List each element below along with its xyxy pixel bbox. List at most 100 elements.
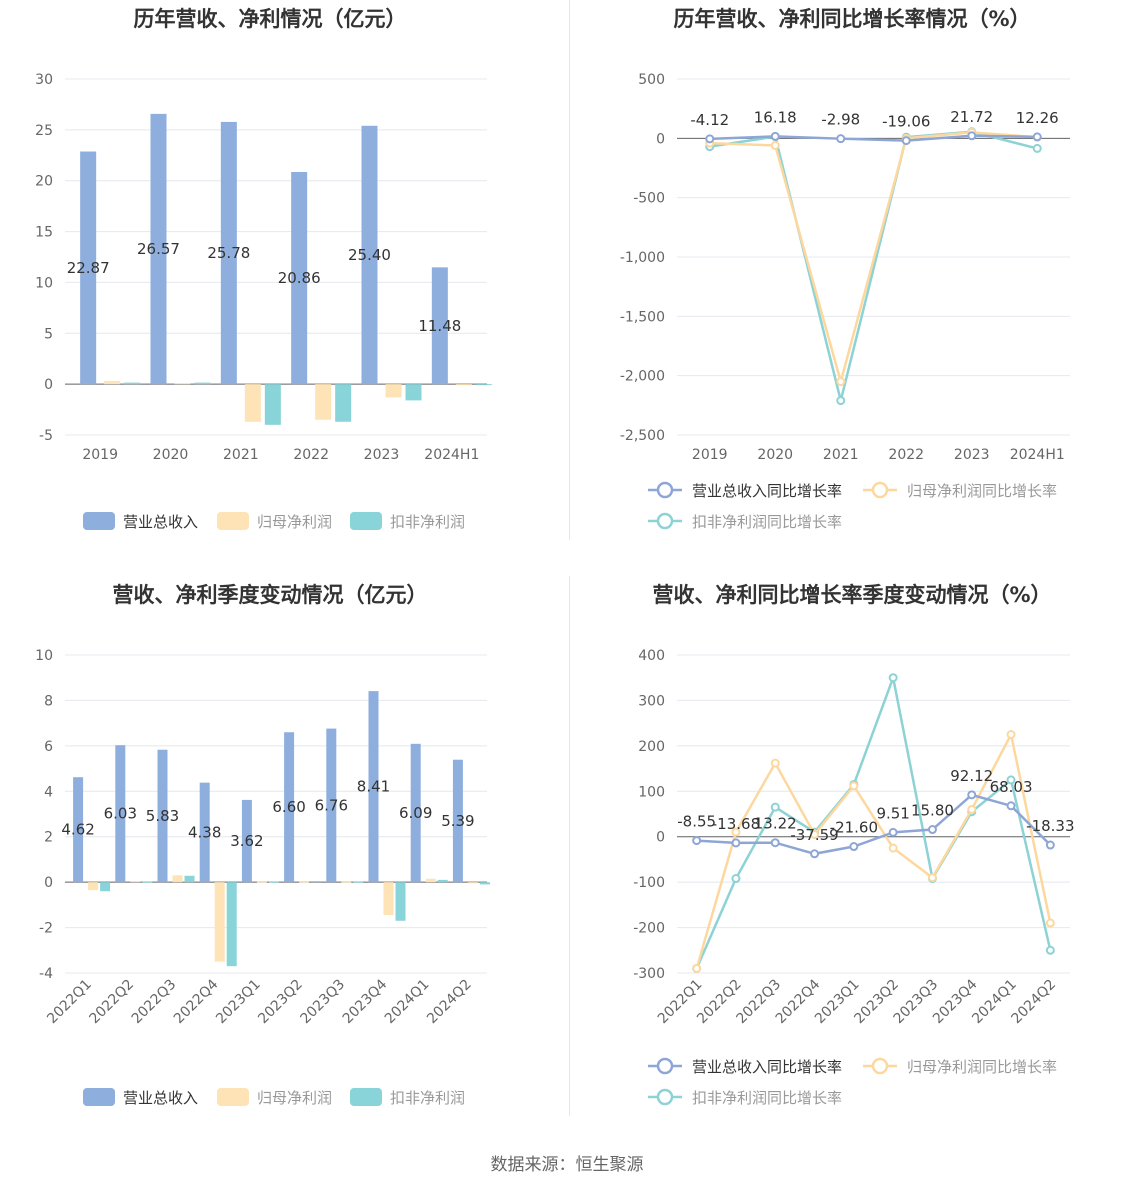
data-label: 15.80	[911, 802, 954, 820]
data-point	[888, 673, 898, 683]
chart-svg-1: 历年营收、净利情况（亿元） 30 25 20 15 10 5 0 -5 2019 2020 2021 2…	[35, 7, 492, 531]
bar	[124, 382, 141, 385]
chart-svg-3: 营收、净利季度变动情况（亿元）1086420-2-42022Q12022Q220…	[35, 583, 490, 1107]
legend-label: 归母净利润	[257, 1089, 332, 1107]
x-tick-label: 2023Q4	[340, 976, 391, 1027]
series-line	[709, 131, 1038, 387]
bar	[88, 882, 99, 891]
data-label: 16.18	[754, 108, 797, 126]
bar	[73, 777, 84, 883]
chart-title: 历年营收、净利情况（亿元）	[134, 7, 407, 31]
x-tick-label: 2024H1	[424, 447, 479, 463]
data-label: 12.26	[1016, 109, 1059, 127]
y-tick-label: -100	[633, 875, 665, 891]
bar	[172, 875, 183, 883]
y-tick-label: -300	[633, 966, 665, 982]
data-point	[1045, 945, 1055, 955]
x-tick-label: 2023Q3	[298, 977, 349, 1028]
data-label: 4.38	[188, 823, 221, 841]
bar	[395, 882, 406, 921]
bar	[425, 878, 436, 883]
data-point	[1006, 801, 1016, 811]
bar	[174, 383, 191, 385]
y-tick-label: 10	[35, 648, 53, 664]
bar	[241, 799, 252, 883]
legend-label: 营业总收入	[123, 1089, 198, 1107]
series-line	[709, 130, 1038, 401]
y-tick-label: 15	[35, 225, 53, 241]
data-point	[810, 849, 820, 859]
legend-swatch	[350, 1088, 382, 1106]
y-tick-label: 4	[44, 784, 53, 800]
data-point	[770, 758, 780, 768]
data-point	[770, 131, 780, 141]
data-label: 25.78	[207, 244, 250, 262]
data-label: 22.87	[67, 259, 110, 277]
data-label: 8.41	[357, 778, 390, 796]
chart-svg-4: 营收、净利同比增长率季度变动情况（%） 400 300 200 100 0 -100 -200…	[633, 583, 1074, 1107]
chart-svg-2: 历年营收、净利同比增长率情况（%） 500 0 -500 -1,000 -1,500 -2,…	[620, 7, 1070, 531]
y-tick-label: -500	[633, 191, 665, 207]
data-point	[1032, 143, 1042, 153]
legend-swatch	[350, 512, 382, 530]
y-tick-label: 100	[638, 784, 665, 800]
annual-revenue-profit-chart: 历年营收、净利情况（亿元） 30 25 20 15 10 5 0 -5 2019 2020 2021 2…	[0, 0, 567, 576]
data-point	[731, 838, 741, 848]
legend-swatch	[83, 1088, 115, 1106]
data-point	[1045, 918, 1055, 928]
chart-title: 营收、净利同比增长率季度变动情况（%）	[652, 583, 1051, 607]
bar	[299, 881, 310, 883]
data-label: 6.09	[399, 804, 432, 822]
legend-marker	[656, 1057, 674, 1075]
bar	[220, 121, 237, 385]
data-point	[967, 804, 977, 814]
legend-swatch	[217, 1088, 249, 1106]
data-label: 9.51	[876, 804, 909, 822]
x-tick-label: 2022	[293, 447, 329, 463]
series-line	[696, 793, 1052, 856]
data-point	[836, 377, 846, 387]
divider-bottom	[569, 576, 570, 1116]
data-point	[770, 838, 780, 848]
bar	[226, 882, 237, 967]
x-tick-label: 2022Q1	[44, 977, 95, 1028]
legend-label: 归母净利润同比增长率	[907, 1058, 1057, 1076]
bar	[150, 113, 167, 385]
x-tick-label: 2024Q1	[382, 977, 433, 1028]
y-tick-label: 400	[638, 648, 665, 664]
data-label: -21.60	[830, 819, 878, 837]
data-point	[901, 136, 911, 146]
bar	[199, 782, 210, 883]
data-label: 20.86	[278, 269, 321, 287]
data-label: -2.98	[821, 111, 860, 129]
legend-label: 归母净利润同比增长率	[907, 482, 1057, 500]
data-label: 5.83	[146, 807, 179, 825]
data-point	[1045, 840, 1055, 850]
legend-marker	[871, 1057, 889, 1075]
bar	[335, 384, 352, 422]
bar	[341, 881, 352, 883]
y-tick-label: 10	[35, 275, 53, 291]
data-point	[731, 827, 741, 837]
data-label: 92.12	[950, 767, 993, 785]
data-point	[692, 963, 702, 973]
x-tick-label: 2024H1	[1010, 447, 1065, 463]
y-tick-label: 20	[35, 174, 53, 190]
data-label: -18.33	[1026, 817, 1074, 835]
data-label: 11.48	[418, 317, 461, 335]
legend-marker	[656, 512, 674, 530]
legend-label: 扣非净利润	[390, 1089, 465, 1107]
data-point	[836, 396, 846, 406]
bar	[157, 749, 168, 883]
bar	[311, 881, 322, 883]
data-point	[692, 836, 702, 846]
y-tick-label: -5	[39, 428, 53, 444]
data-point	[1032, 132, 1042, 142]
legend-swatch	[217, 512, 249, 530]
y-tick-label: 0	[44, 875, 53, 891]
data-point	[810, 829, 820, 839]
bar	[244, 384, 261, 422]
x-tick-label: 2022Q2	[87, 977, 138, 1028]
data-label: 6.03	[104, 805, 137, 823]
y-tick-label: -4	[39, 966, 53, 982]
